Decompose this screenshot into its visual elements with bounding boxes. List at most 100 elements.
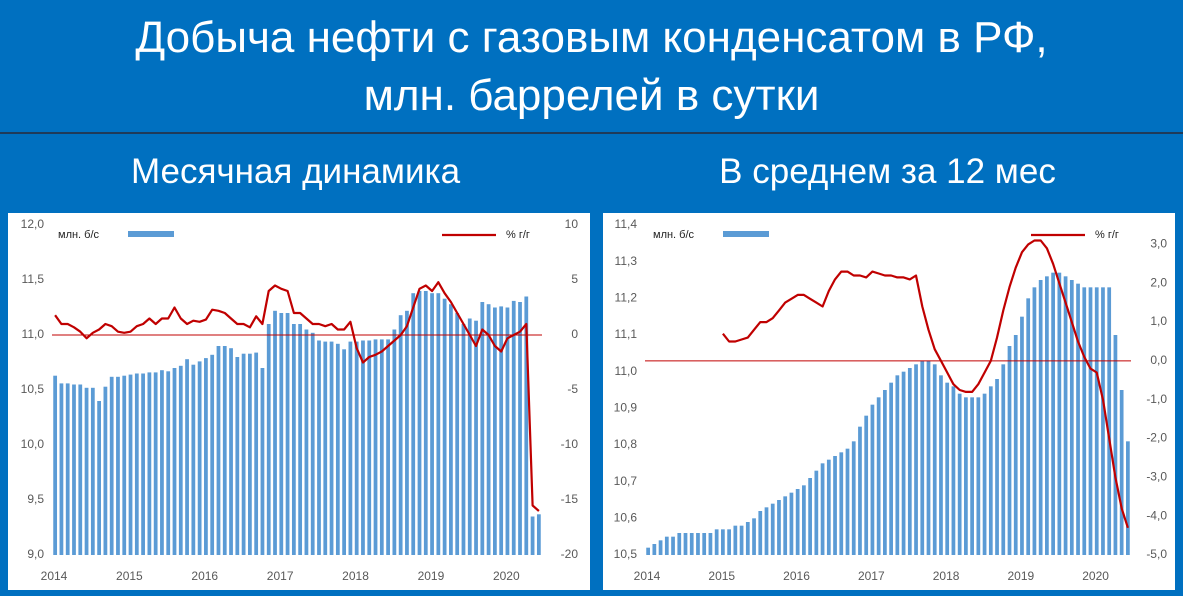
y2-tick-label: -10 — [561, 437, 579, 451]
bar — [53, 375, 58, 555]
x-tick-label: 2014 — [634, 569, 661, 583]
bar — [1007, 346, 1012, 555]
bar — [518, 302, 522, 555]
bar — [932, 364, 937, 555]
bar — [291, 324, 296, 555]
legend-label: % г/г — [506, 229, 530, 241]
bar — [789, 492, 794, 555]
bar — [714, 529, 719, 555]
line — [54, 281, 540, 512]
bar — [72, 384, 76, 555]
bar — [764, 507, 769, 555]
bar — [191, 364, 196, 555]
bar — [982, 393, 987, 555]
bar — [160, 370, 164, 555]
y-tick-label: 9,0 — [27, 547, 44, 561]
legend-label: млн. б/с — [58, 229, 100, 241]
bar — [430, 293, 434, 555]
bar — [652, 544, 657, 555]
bar — [1001, 364, 1006, 555]
bar — [141, 373, 145, 555]
y2-tick-label: -5 — [567, 382, 578, 396]
bar — [499, 306, 504, 555]
bar — [939, 375, 943, 555]
bar — [745, 522, 750, 555]
bar — [392, 329, 397, 555]
bar — [1107, 287, 1112, 555]
bar — [1094, 287, 1099, 555]
chart: 9,0 9,5 10,0 10,5 11,0 11,5 12,0 -20 -15 -10 -5 0 5 1… — [8, 213, 590, 590]
bar — [386, 339, 390, 555]
bar — [658, 540, 663, 555]
y-tick-label: 10,8 — [614, 437, 638, 451]
bar — [1051, 272, 1055, 555]
bar — [147, 372, 152, 555]
x-tick-label: 2020 — [1082, 569, 1109, 583]
bar — [802, 485, 806, 555]
bar — [702, 533, 707, 555]
y-tick-label: 11,4 — [615, 217, 638, 231]
y2-tick-label: 0,0 — [1150, 353, 1167, 367]
bar — [664, 536, 669, 555]
y2-tick-label: -4,0 — [1146, 508, 1167, 522]
bar — [696, 533, 700, 555]
y-tick-label: 10,5 — [21, 382, 45, 396]
legend-label: % г/г — [1095, 229, 1119, 241]
legend-swatch — [723, 231, 769, 237]
y-tick-label: 11,2 — [615, 291, 638, 305]
bar — [1082, 287, 1087, 555]
panel-title: Месячная динамика — [130, 152, 461, 191]
x-tick-label: 2018 — [342, 569, 369, 583]
bar — [845, 448, 850, 555]
bar — [646, 547, 650, 555]
bar — [970, 397, 974, 555]
bar — [524, 296, 529, 555]
y-tick-label: 11,1 — [615, 327, 638, 341]
bar — [461, 324, 466, 555]
bar — [683, 533, 688, 555]
bar — [770, 503, 775, 555]
bar — [783, 496, 788, 555]
bar — [273, 310, 277, 555]
x-tick-label: 2019 — [1007, 569, 1034, 583]
header: Добыча нефти с газовым конденсатом в РФ,… — [0, 0, 1183, 134]
bar — [945, 382, 950, 555]
bar — [455, 313, 460, 555]
bar — [826, 459, 831, 555]
bar — [467, 318, 472, 555]
bar — [90, 387, 95, 555]
bar — [1101, 287, 1105, 555]
bar — [197, 361, 202, 555]
bar — [733, 525, 738, 555]
bar — [951, 386, 956, 555]
bar — [298, 324, 303, 555]
bar — [166, 371, 171, 555]
bar — [926, 360, 931, 555]
y2-tick-label: 3,0 — [1150, 237, 1167, 251]
bar — [988, 386, 993, 555]
bar — [153, 372, 158, 555]
bar — [241, 353, 246, 555]
bar — [957, 393, 962, 555]
bar — [1038, 280, 1043, 555]
y-tick-label: 11,0 — [615, 364, 638, 378]
bar — [920, 360, 925, 555]
bar — [530, 516, 535, 555]
bar — [727, 529, 731, 555]
bar — [103, 386, 108, 555]
bar — [739, 525, 744, 555]
bar — [342, 349, 346, 555]
bar — [260, 368, 265, 555]
bar — [883, 390, 887, 555]
bar — [914, 364, 918, 555]
bar — [1069, 280, 1074, 555]
y2-tick-label: 2,0 — [1150, 275, 1167, 289]
bar — [1119, 390, 1124, 555]
bar — [204, 358, 208, 555]
bar — [235, 357, 240, 555]
bar — [379, 339, 384, 555]
x-tick-label: 2014 — [41, 569, 68, 583]
bar — [833, 456, 837, 555]
bar — [814, 470, 819, 555]
